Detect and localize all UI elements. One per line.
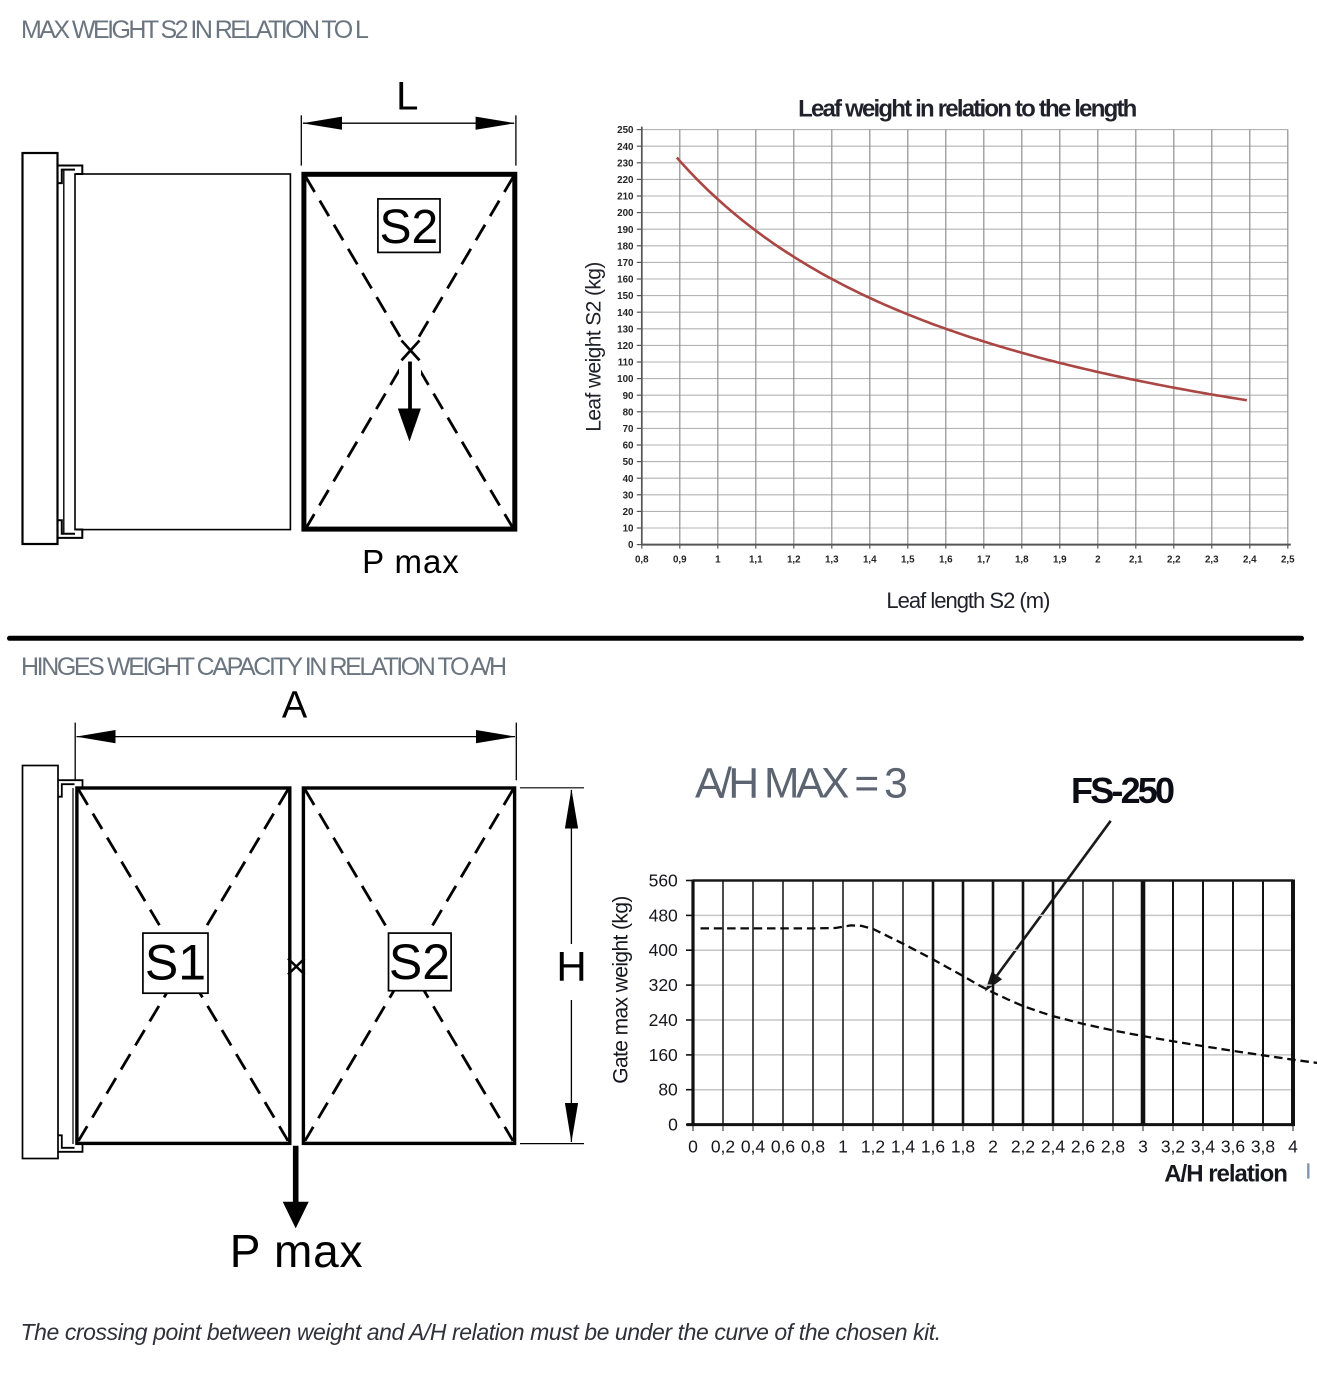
svg-text:20: 20 [623, 507, 634, 518]
svg-text:70: 70 [623, 424, 634, 435]
svg-text:40: 40 [623, 474, 634, 485]
svg-text:110: 110 [618, 358, 634, 369]
svg-text:1: 1 [838, 1137, 848, 1157]
svg-text:190: 190 [617, 225, 634, 236]
svg-text:2,8: 2,8 [1101, 1137, 1125, 1157]
svg-text:80: 80 [623, 407, 634, 418]
svg-text:160: 160 [649, 1045, 678, 1065]
svg-text:170: 170 [617, 258, 634, 269]
svg-text:2: 2 [988, 1137, 998, 1157]
svg-text:130: 130 [617, 324, 634, 335]
svg-text:1: 1 [715, 555, 721, 566]
svg-text:0,8: 0,8 [635, 555, 649, 566]
svg-text:0,8: 0,8 [801, 1137, 825, 1157]
svg-text:250: 250 [617, 125, 634, 136]
svg-text:2,6: 2,6 [1071, 1137, 1095, 1157]
svg-text:1,2: 1,2 [787, 555, 801, 566]
svg-text:320: 320 [649, 975, 678, 995]
svg-text:H: H [556, 943, 586, 990]
svg-text:3,4: 3,4 [1191, 1137, 1216, 1157]
svg-text:230: 230 [617, 158, 634, 169]
svg-text:2,4: 2,4 [1243, 555, 1257, 566]
svg-text:P max: P max [362, 543, 459, 580]
svg-text:80: 80 [658, 1080, 678, 1100]
svg-text:1,6: 1,6 [939, 555, 953, 566]
svg-text:2,1: 2,1 [1129, 555, 1143, 566]
svg-text:1,1: 1,1 [749, 555, 763, 566]
svg-text:100: 100 [617, 374, 634, 385]
svg-text:Leaf length S2 (m): Leaf length S2 (m) [886, 588, 1049, 613]
svg-text:30: 30 [623, 490, 634, 501]
svg-text:10: 10 [623, 524, 634, 535]
svg-text:60: 60 [623, 441, 634, 452]
svg-text:3,8: 3,8 [1251, 1137, 1275, 1157]
svg-text:3,2: 3,2 [1161, 1137, 1185, 1157]
svg-text:A/H relation: A/H relation [1164, 1161, 1287, 1188]
svg-text:3: 3 [1138, 1137, 1148, 1157]
svg-text:4: 4 [1288, 1137, 1298, 1157]
svg-text:0,6: 0,6 [771, 1137, 795, 1157]
svg-text:1,3: 1,3 [825, 555, 839, 566]
svg-text:1,7: 1,7 [977, 555, 991, 566]
svg-text:A/H MAX = 3: A/H MAX = 3 [695, 761, 906, 808]
svg-text:2,2: 2,2 [1167, 555, 1181, 566]
svg-text:0,9: 0,9 [673, 555, 687, 566]
svg-text:480: 480 [649, 905, 678, 925]
svg-text:1,9: 1,9 [1053, 555, 1067, 566]
svg-text:0: 0 [688, 1137, 698, 1157]
svg-text:P max: P max [230, 1225, 364, 1277]
svg-text:200: 200 [617, 208, 634, 219]
svg-text:1,4: 1,4 [891, 1137, 916, 1157]
svg-text:HINGES WEIGHT CAPACITY IN RELA: HINGES WEIGHT CAPACITY IN RELATION TO A/… [21, 653, 506, 681]
svg-text:400: 400 [649, 940, 678, 960]
svg-text:150: 150 [617, 291, 634, 302]
svg-text:90: 90 [623, 391, 634, 402]
svg-text:The crossing point between wei: The crossing point between weight and A/… [21, 1319, 941, 1345]
svg-text:560: 560 [649, 871, 678, 891]
svg-text:S2: S2 [379, 201, 438, 254]
svg-text:120: 120 [617, 341, 634, 352]
svg-text:0: 0 [628, 540, 634, 551]
svg-text:1,6: 1,6 [921, 1137, 945, 1157]
svg-text:240: 240 [649, 1010, 678, 1030]
svg-text:S1: S1 [145, 935, 206, 991]
svg-text:160: 160 [617, 275, 634, 286]
svg-text:A: A [282, 685, 308, 727]
svg-text:1,2: 1,2 [861, 1137, 885, 1157]
svg-text:0,4: 0,4 [741, 1137, 766, 1157]
svg-text:0,2: 0,2 [711, 1137, 735, 1157]
svg-text:1,4: 1,4 [863, 555, 877, 566]
svg-text:1,8: 1,8 [951, 1137, 975, 1157]
svg-text:2,5: 2,5 [1281, 555, 1295, 566]
svg-text:MAX WEIGHT S2 IN RELATION TO L: MAX WEIGHT S2 IN RELATION TO L [21, 16, 369, 44]
svg-text:1,8: 1,8 [1015, 555, 1029, 566]
svg-text:180: 180 [617, 241, 634, 252]
svg-text:220: 220 [617, 175, 634, 186]
svg-text:FS-250: FS-250 [1071, 770, 1174, 811]
svg-text:2,2: 2,2 [1011, 1137, 1035, 1157]
svg-text:3,6: 3,6 [1221, 1137, 1245, 1157]
svg-text:Leaf weight S2 (kg): Leaf weight S2 (kg) [583, 262, 606, 432]
svg-text:Gate max weight (kg): Gate max weight (kg) [610, 896, 633, 1084]
svg-text:2: 2 [1095, 555, 1101, 566]
svg-text:50: 50 [623, 457, 634, 468]
svg-text:240: 240 [617, 142, 634, 153]
svg-text:2,4: 2,4 [1041, 1137, 1066, 1157]
svg-text:1,5: 1,5 [901, 555, 915, 566]
svg-text:0: 0 [668, 1115, 678, 1135]
svg-text:2,3: 2,3 [1205, 555, 1219, 566]
svg-text:Leaf weight in relation to the: Leaf weight in relation to the length [798, 96, 1137, 123]
svg-text:140: 140 [617, 308, 634, 319]
svg-text:210: 210 [617, 192, 634, 203]
svg-text:S2: S2 [389, 934, 450, 990]
svg-text:L: L [396, 75, 418, 119]
